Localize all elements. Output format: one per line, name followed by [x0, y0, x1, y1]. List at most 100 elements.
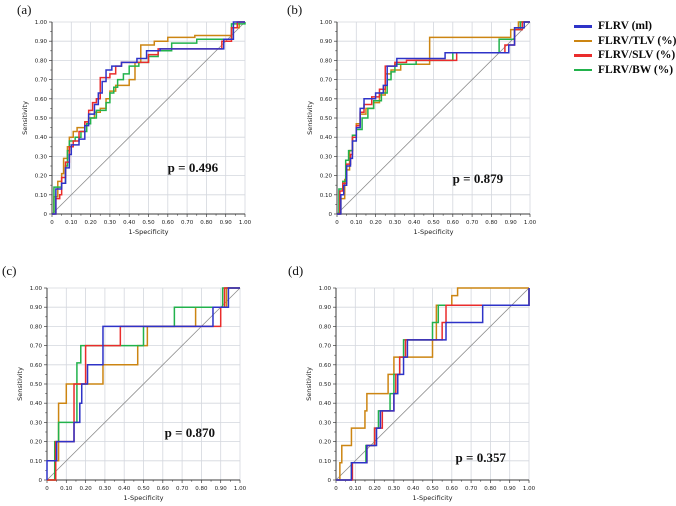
svg-text:0.80: 0.80 [195, 486, 208, 492]
roc-plot-svg-c: 00 0.10 0.10 0.20 0.20 0.30 0.30 0.40 0.40 0.50 0.… [16, 286, 247, 502]
legend-item-flrv: FLRV (ml) [574, 19, 676, 34]
svg-text:0.50: 0.50 [427, 220, 440, 226]
svg-text:0: 0 [335, 220, 339, 226]
svg-text:0.30: 0.30 [388, 486, 401, 492]
svg-text:0.70: 0.70 [466, 220, 479, 226]
p-value-a: p = 0.496 [167, 159, 219, 175]
svg-text:1.00: 1.00 [239, 220, 252, 226]
svg-text:0.70: 0.70 [35, 78, 48, 84]
panel-c-label: (c) [2, 263, 17, 278]
svg-text:1.00: 1.00 [524, 220, 537, 226]
svg-text:Sensitivity: Sensitivity [306, 101, 314, 135]
svg-text:0.80: 0.80 [30, 324, 43, 330]
svg-text:0: 0 [39, 478, 43, 484]
svg-text:0.40: 0.40 [407, 486, 420, 492]
legend-label-flrv-tlv: FLRV/TLV (%) [598, 34, 676, 47]
svg-text:0.50: 0.50 [35, 116, 48, 122]
svg-text:0.30: 0.30 [99, 486, 112, 492]
svg-text:0: 0 [328, 478, 332, 484]
svg-text:1-Specificity: 1-Specificity [414, 228, 454, 236]
svg-text:0.60: 0.60 [447, 220, 460, 226]
legend-item-flrv-slv: FLRV/SLV (%) [574, 48, 676, 63]
roc-plot-c: 0 0 0.10 0.10 0.20 0.20 0.30 0.30 0.40 0.40 0.50 0.… [0, 266, 280, 506]
svg-text:0: 0 [334, 486, 338, 492]
svg-text:0: 0 [50, 220, 54, 226]
p-value-b: p = 0.879 [452, 171, 504, 187]
legend: FLRV (ml) FLRV/TLV (%) FLRV/SLV (%) FLRV… [574, 19, 676, 77]
roc-plot-a: 0 0 0.10 0.10 0.20 0.20 0.30 0.30 0.40 0.40 0.50 0.… [0, 0, 280, 256]
svg-text:0.60: 0.60 [446, 486, 459, 492]
svg-text:0.40: 0.40 [30, 401, 43, 407]
legend-line-swatch-blue [574, 25, 592, 28]
svg-text:0.90: 0.90 [30, 305, 43, 311]
roc-plot-svg-a: 00 0.10 0.10 0.20 0.20 0.30 0.30 0.40 0.40 0.50 0.… [21, 20, 252, 236]
svg-text:0.90: 0.90 [505, 220, 518, 226]
svg-text:1.00: 1.00 [523, 486, 536, 492]
svg-text:0.10: 0.10 [320, 193, 333, 199]
svg-text:0.20: 0.20 [35, 174, 48, 180]
svg-text:1.00: 1.00 [234, 486, 247, 492]
svg-text:0.50: 0.50 [137, 486, 150, 492]
svg-text:0.70: 0.70 [181, 220, 194, 226]
svg-text:0.90: 0.90 [35, 39, 48, 45]
svg-text:0.40: 0.40 [320, 135, 333, 141]
svg-text:Sensitivity: Sensitivity [16, 367, 24, 401]
svg-text:0.20: 0.20 [320, 174, 333, 180]
svg-text:0.30: 0.30 [320, 154, 333, 160]
panel-b-label: (b) [287, 2, 303, 17]
svg-text:0.10: 0.10 [30, 459, 43, 465]
svg-text:0.20: 0.20 [84, 220, 97, 226]
svg-text:0.60: 0.60 [157, 486, 170, 492]
svg-text:0.10: 0.10 [60, 486, 73, 492]
svg-text:0.30: 0.30 [30, 420, 43, 426]
svg-text:1-Specificity: 1-Specificity [124, 494, 164, 502]
svg-text:0.20: 0.20 [369, 220, 382, 226]
p-value-d: p = 0.357 [455, 449, 506, 465]
svg-text:0.30: 0.30 [104, 220, 117, 226]
svg-text:0: 0 [44, 212, 48, 218]
roc-plot-b: 0 0 0.10 0.10 0.20 0.20 0.30 0.30 0.40 0.40 0.50 0.… [285, 0, 565, 256]
legend-label-flrv-bw: FLRV/BW (%) [598, 64, 674, 77]
legend-item-flrv-bw: FLRV/BW (%) [574, 63, 676, 78]
svg-text:1.00: 1.00 [35, 20, 48, 26]
svg-text:0.10: 0.10 [350, 220, 363, 226]
svg-text:0.80: 0.80 [35, 58, 48, 64]
svg-text:Sensitivity: Sensitivity [305, 367, 313, 401]
svg-text:1.00: 1.00 [320, 20, 333, 26]
svg-text:0.40: 0.40 [408, 220, 421, 226]
roc-plot-svg-b: 00 0.10 0.10 0.20 0.20 0.30 0.30 0.40 0.40 0.50 0.… [306, 20, 537, 236]
svg-text:0.20: 0.20 [79, 486, 92, 492]
svg-text:0.80: 0.80 [319, 324, 332, 330]
svg-text:0.20: 0.20 [319, 440, 332, 446]
legend-line-swatch-red [574, 54, 592, 57]
svg-text:0.50: 0.50 [320, 116, 333, 122]
panel-b: (b) 0 0 0.10 0.10 0.20 0.20 0.30 0.30 0.40 0.40 0.… [285, 0, 565, 256]
svg-text:0.30: 0.30 [389, 220, 402, 226]
svg-text:0.60: 0.60 [30, 363, 43, 369]
svg-text:0.50: 0.50 [319, 382, 332, 388]
svg-text:0: 0 [45, 486, 49, 492]
legend-line-swatch-green [574, 68, 592, 72]
svg-text:0.10: 0.10 [349, 486, 362, 492]
roc-plot-d: 0 0 0.10 0.10 0.20 0.20 0.30 0.30 0.40 0.40 0.50 0.… [284, 266, 564, 506]
svg-text:0.20: 0.20 [30, 440, 43, 446]
svg-text:0.70: 0.70 [319, 344, 332, 350]
svg-text:0.60: 0.60 [319, 363, 332, 369]
legend-line-swatch-orange [574, 39, 592, 43]
svg-text:0.60: 0.60 [162, 220, 175, 226]
svg-text:0.30: 0.30 [35, 154, 48, 160]
legend-label-flrv-slv: FLRV/SLV (%) [598, 49, 676, 62]
svg-text:0.40: 0.40 [35, 135, 48, 141]
svg-text:0.90: 0.90 [320, 39, 333, 45]
svg-text:0.10: 0.10 [65, 220, 78, 226]
svg-text:0.10: 0.10 [35, 193, 48, 199]
svg-text:0.30: 0.30 [319, 420, 332, 426]
svg-text:0.70: 0.70 [465, 486, 478, 492]
panel-a: (a) 0 0 0.10 0.10 0.20 0.20 0.30 0.30 0.40 0.40 0.… [0, 0, 280, 256]
svg-text:Sensitivity: Sensitivity [21, 101, 29, 135]
p-value-c: p = 0.870 [164, 424, 216, 440]
svg-text:0.10: 0.10 [319, 459, 332, 465]
svg-text:0.90: 0.90 [504, 486, 517, 492]
svg-text:0.80: 0.80 [485, 220, 498, 226]
